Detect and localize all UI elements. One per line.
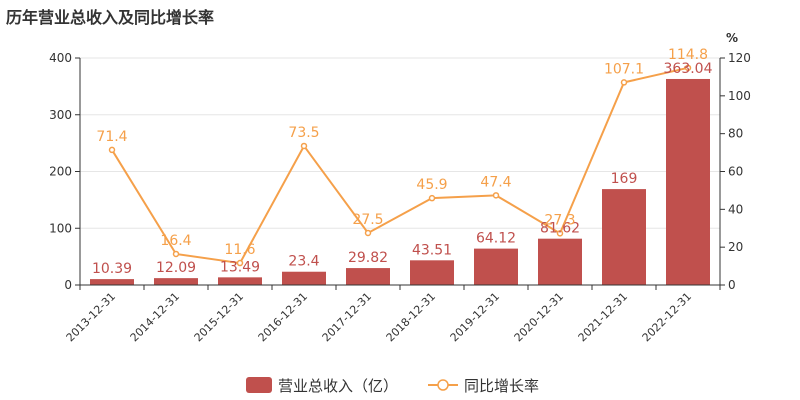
y-left-tick-label: 100 [49, 221, 72, 235]
bar [346, 268, 390, 285]
x-tick-label: 2019-12-31 [448, 290, 502, 344]
growth-rate-point [620, 79, 628, 86]
growth-rate-point [684, 64, 692, 72]
bar [410, 260, 454, 285]
growth-rate-point [364, 229, 372, 237]
growth-rate-point [492, 192, 500, 199]
line-data-label: 45.9 [416, 177, 447, 193]
y-right-tick-label: 80 [728, 127, 743, 141]
bar [602, 189, 646, 285]
bar-data-label: 64.12 [476, 231, 516, 247]
bar-data-label: 12.09 [156, 260, 196, 276]
y-right-tick-label: 60 [728, 165, 743, 179]
growth-rate-point [172, 250, 180, 258]
growth-rate-line [111, 66, 689, 265]
bar-data-label: 363.04 [664, 61, 713, 77]
line-data-label: 114.8 [668, 47, 708, 63]
x-tick-label: 2014-12-31 [128, 290, 182, 344]
bar-data-label: 169 [611, 171, 638, 187]
y-left-tick-label: 300 [49, 108, 72, 122]
y-right-tick-label: 20 [728, 240, 743, 254]
x-tick-label: 2018-12-31 [384, 290, 438, 344]
x-tick-label: 2022-12-31 [640, 290, 694, 344]
growth-rate-point [428, 194, 436, 202]
bar [282, 271, 326, 285]
growth-rate-point [108, 146, 116, 154]
y-left-tick-label: 0 [64, 278, 72, 292]
bar [474, 248, 518, 285]
legend-label: 营业总收入（亿） [278, 377, 398, 395]
line-data-label: 11.6 [224, 242, 255, 258]
x-tick-label: 2017-12-31 [320, 290, 374, 344]
bar [538, 238, 582, 285]
line-data-label: 27.5 [352, 212, 383, 228]
line-data-label: 47.4 [480, 174, 511, 190]
x-tick-label: 2021-12-31 [576, 290, 630, 344]
bar-data-label: 13.49 [220, 259, 260, 275]
y-right-tick-label: 0 [728, 278, 736, 292]
bar [666, 78, 710, 286]
growth-rate-point [236, 259, 244, 267]
chart-title: 历年营业总收入及同比增长率 [6, 8, 215, 27]
bar-data-label: 10.39 [92, 261, 132, 277]
bar-data-label: 81.62 [540, 221, 580, 237]
legend-line-marker [437, 379, 449, 391]
bar [90, 279, 134, 285]
x-tick-label: 2020-12-31 [512, 290, 566, 344]
y-right-tick-label: 100 [728, 89, 751, 103]
line-data-label: 107.1 [604, 61, 644, 77]
line-data-label: 71.4 [96, 129, 127, 145]
x-tick-label: 2013-12-31 [64, 290, 118, 344]
y-left-tick-label: 200 [49, 165, 72, 179]
y-right-tick-label: 120 [728, 51, 751, 65]
bar [218, 277, 262, 285]
line-data-label: 16.4 [160, 233, 191, 249]
x-tick-label: 2015-12-31 [192, 290, 246, 344]
legend-label: 同比增长率 [464, 377, 539, 395]
legend-bar-swatch [246, 377, 272, 393]
line-data-label: 27.3 [544, 212, 575, 228]
y-right-tick-label: 40 [728, 202, 743, 216]
bar-data-label: 29.82 [348, 250, 388, 266]
x-tick-label: 2016-12-31 [256, 290, 310, 344]
line-data-label: 73.5 [288, 125, 319, 141]
bar [154, 278, 198, 285]
growth-rate-point [300, 142, 308, 150]
y-right-unit: % [726, 31, 738, 45]
growth-rate-point [556, 230, 564, 237]
y-left-tick-label: 400 [49, 51, 72, 65]
bar-data-label: 23.4 [288, 254, 319, 270]
bar-data-label: 43.51 [412, 242, 452, 258]
